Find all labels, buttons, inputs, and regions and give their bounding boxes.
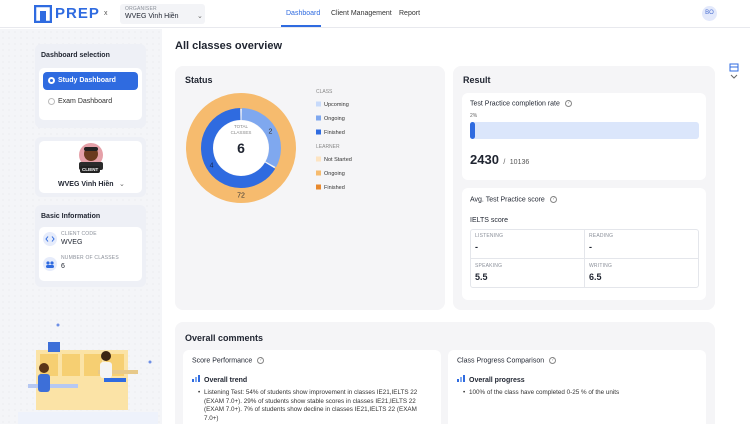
text: 100% of the class have completed 0-25 % … [469, 389, 620, 396]
section-title: Basic Information [41, 213, 101, 220]
page-title: All classes overview [175, 40, 283, 52]
legend-group: CLASS [316, 89, 333, 95]
illustration [18, 323, 158, 424]
donut-segment [241, 108, 281, 168]
organiser-name: WVEG Vinh Hiền [125, 13, 179, 20]
label: Avg. Test Practice score [470, 196, 545, 204]
option-label: Study Dashboard [58, 77, 116, 84]
nav-link[interactable]: Dashboard [286, 10, 321, 17]
legend-label: Ongoing [324, 116, 345, 122]
legend-swatch [316, 170, 321, 176]
comment-title: Class Progress Comparison? [457, 357, 557, 365]
label: Overall trend [204, 377, 248, 384]
code-icon [43, 232, 57, 246]
total-label: TOTAL [234, 124, 249, 129]
legend-swatch [316, 184, 321, 190]
separator: / [503, 159, 506, 166]
completed: 2430 [470, 152, 499, 167]
text: Listening Test: 54% of students show imp… [204, 389, 418, 422]
section-title: Dashboard selection [41, 52, 110, 59]
progress-fill [470, 122, 475, 139]
field-label: NUMBER OF CLASSES [61, 255, 119, 261]
total: 10136 [509, 159, 530, 166]
field-value: WVEG [61, 239, 83, 246]
legend-label: Upcoming [324, 102, 349, 108]
legend-label: Finished [324, 185, 345, 191]
skill-label: READING [589, 233, 614, 239]
score-title: Avg. Test Practice score? [470, 196, 557, 203]
card-title: Status [185, 75, 213, 85]
field-label: CLIENT CODE [61, 231, 97, 237]
option[interactable]: Exam Dashboard [43, 93, 138, 111]
comment-card [183, 350, 441, 424]
skill-value: - [589, 242, 592, 252]
total-label: CLASSES [231, 130, 252, 135]
brand: PREP [55, 5, 100, 22]
segment-label: 4 [210, 163, 214, 170]
card-title: Result [463, 75, 491, 85]
basic-information: Basic Information CLIENT CODE WVEG NUMBE… [35, 205, 146, 287]
option-label: Exam Dashboard [58, 98, 113, 105]
skill-label: LISTENING [475, 233, 504, 239]
comment-heading: Overall trend [192, 375, 247, 384]
legend-swatch [316, 156, 321, 162]
nav-link[interactable]: Report [399, 10, 421, 17]
divider [470, 258, 699, 259]
field-value: 6 [61, 263, 65, 270]
donut-segment [201, 108, 276, 188]
side-toggle[interactable] [727, 62, 741, 82]
label: Class Progress Comparison [457, 357, 545, 365]
nav-link[interactable]: Client Management [331, 10, 392, 17]
user-avatar[interactable]: BO [702, 6, 717, 21]
legend-label: Ongoing [324, 171, 345, 177]
skill-label: WRITING [589, 263, 613, 269]
legend-group: LEARNER [316, 144, 340, 150]
total-value: 6 [237, 140, 245, 156]
comment-title: Score Performance? [192, 357, 265, 365]
organiser-label: ORGANISER [125, 6, 157, 12]
logo-icon [34, 5, 52, 23]
active-underline [281, 25, 321, 27]
legend-label: Finished [324, 130, 345, 136]
completion-count: 2430 / 10136 [470, 151, 529, 169]
skill-value: 5.5 [475, 272, 488, 282]
comment-card [448, 350, 706, 424]
donut-center [213, 120, 269, 176]
donut-segment [186, 93, 296, 203]
legend-swatch [316, 129, 321, 135]
label: Score Performance [192, 357, 253, 365]
classes-icon [43, 257, 57, 271]
dashboard-selection: Dashboard selection Study Dashboard Exam… [35, 44, 146, 128]
score-subtitle: IELTS score [470, 217, 508, 224]
client-dropdown[interactable]: ⌄ [119, 181, 125, 188]
option-active[interactable]: Study Dashboard [43, 72, 138, 90]
progress-track [470, 122, 699, 139]
legend-swatch [316, 115, 321, 121]
client-badge: CLIENT [80, 166, 101, 173]
percent-label: 2% [470, 113, 478, 119]
close-button[interactable]: x [104, 10, 108, 17]
client-name: WVEG Vinh Hiền [58, 181, 114, 188]
comment-bullet: • 100% of the class have completed 0-25 %… [463, 389, 620, 396]
chevron: ⌄ [197, 13, 203, 20]
label: Overall progress [469, 377, 525, 384]
legend-swatch [316, 101, 321, 107]
skill-value: - [475, 242, 478, 252]
completion-title: Test Practice completion rate? [470, 100, 572, 107]
label: Test Practice completion rate [470, 100, 560, 108]
comment-heading: Overall progress [457, 375, 525, 384]
card-title: Overall comments [185, 333, 264, 343]
segment-label: 72 [237, 193, 245, 200]
organiser-select[interactable] [120, 4, 205, 24]
segment-label: 2 [268, 129, 272, 136]
skill-value: 6.5 [589, 272, 602, 282]
skill-label: SPEAKING [475, 263, 503, 269]
legend-label: Not Started [324, 157, 352, 163]
comment-bullet: • Listening Test: 54% of students show im… [198, 389, 418, 422]
